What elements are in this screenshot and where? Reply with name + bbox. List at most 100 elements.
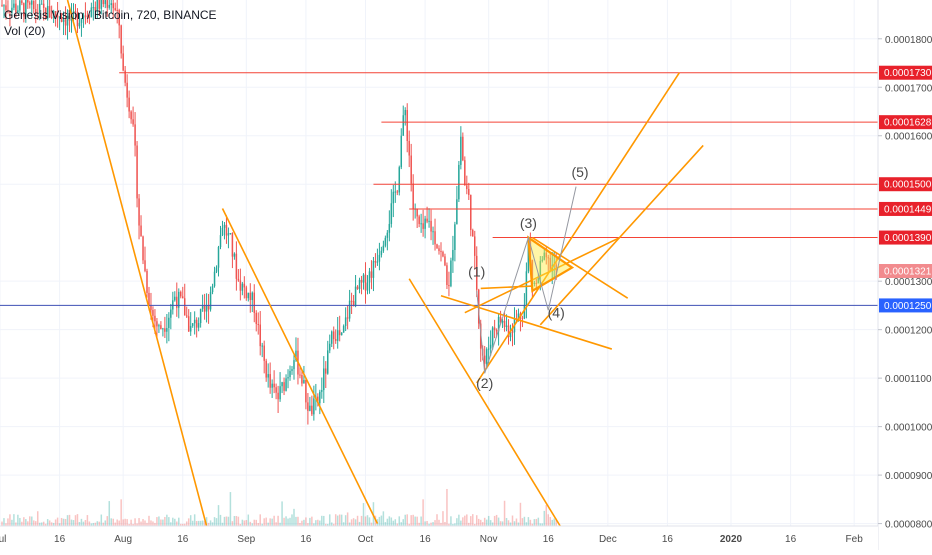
candle-body xyxy=(62,19,65,22)
x-tick-label: 16 xyxy=(543,534,555,545)
elliott-wave-path xyxy=(476,186,577,374)
volume-bar xyxy=(182,523,184,526)
volume-bar xyxy=(27,521,29,526)
candle-body xyxy=(205,305,208,312)
candle-body xyxy=(364,274,367,291)
candle-body xyxy=(497,316,500,332)
time-axis-ticks: Jul 16 Aug 16 Sep 16 Oct 16 Nov 16 Dec 16 2020 16 Feb xyxy=(0,534,863,545)
volume-bar xyxy=(291,514,293,526)
volume-bar xyxy=(269,518,271,526)
volume-bar xyxy=(11,519,13,526)
candle-body xyxy=(311,405,313,415)
candle-body xyxy=(452,249,454,261)
candle-body xyxy=(505,325,508,327)
volume-bar xyxy=(412,514,414,526)
candle-body xyxy=(382,245,385,251)
x-tick-label: Jul xyxy=(0,534,6,545)
volume-bar xyxy=(317,519,319,526)
symbol-title[interactable]: Genesis Vision / Bitcoin, 720, BINANCE xyxy=(4,8,217,22)
candle-body xyxy=(458,164,460,200)
volume-bar xyxy=(404,514,406,526)
volume-bar xyxy=(1,521,3,526)
candle-body xyxy=(523,304,526,319)
volume-bar xyxy=(474,523,476,526)
candle-body xyxy=(555,264,557,271)
volume-bar xyxy=(328,514,331,526)
time-axis[interactable] xyxy=(0,526,878,550)
volume-bar xyxy=(489,520,492,526)
candle-body xyxy=(446,265,448,285)
volume-bar xyxy=(94,522,97,526)
candle-body xyxy=(327,350,329,374)
wave-label: (5) xyxy=(571,164,588,180)
candle-body xyxy=(88,16,91,18)
volume-bar xyxy=(124,518,126,526)
volume-bar xyxy=(501,521,504,526)
volume-bar xyxy=(330,522,333,526)
volume-bar xyxy=(299,522,301,526)
candle-body xyxy=(110,3,112,5)
volume-bar xyxy=(366,515,369,526)
candle-body xyxy=(152,309,154,316)
volume-bar xyxy=(428,523,430,526)
candle-body xyxy=(263,345,265,361)
candle-body xyxy=(178,291,180,308)
candle-body xyxy=(470,194,472,231)
volume-bar xyxy=(477,518,480,526)
volume-bar xyxy=(448,523,450,526)
candle-body xyxy=(334,339,337,341)
candle-body xyxy=(378,254,381,262)
volume-bar xyxy=(352,518,355,526)
volume-bar xyxy=(249,521,252,526)
volume-bar xyxy=(440,522,442,526)
candle-body xyxy=(80,18,83,23)
price-label: 0.0001730 xyxy=(884,68,932,79)
x-tick-label: 16 xyxy=(54,534,66,545)
volume-bar xyxy=(334,514,337,526)
candle-body xyxy=(58,17,61,19)
trendline xyxy=(440,294,613,350)
candle-body xyxy=(146,270,148,293)
volume-bar xyxy=(172,517,174,526)
candle-body xyxy=(239,280,242,291)
candle-body xyxy=(390,203,393,224)
price-label: 0.0001250 xyxy=(884,301,932,312)
trendline xyxy=(221,208,379,524)
volume-bar xyxy=(414,516,416,526)
candle-body xyxy=(46,6,49,19)
candle-body xyxy=(251,292,254,301)
candle-body xyxy=(76,13,79,27)
candle-body xyxy=(229,233,232,235)
price-label: 0.0001390 xyxy=(884,233,932,244)
volume-bar xyxy=(519,502,522,526)
volume-bar xyxy=(221,522,224,526)
candle-body xyxy=(358,279,361,289)
volume-bar xyxy=(340,514,343,526)
candle-body xyxy=(90,7,93,18)
candle-body xyxy=(104,0,107,5)
volume-bar xyxy=(289,517,291,526)
candle-body xyxy=(29,2,31,5)
volume-bar xyxy=(227,516,230,526)
volume-bar xyxy=(162,519,164,526)
candle-body xyxy=(509,331,512,338)
volume-bar xyxy=(319,520,321,526)
candle-body xyxy=(483,355,486,364)
volume-bar xyxy=(336,515,339,526)
candle-body xyxy=(456,199,458,225)
candle-body xyxy=(408,140,410,156)
volume-bar xyxy=(342,522,345,526)
volume-bar xyxy=(301,520,303,526)
volume-bar xyxy=(140,521,142,526)
volume-indicator-label[interactable]: Vol (20) xyxy=(4,24,46,38)
candle-body xyxy=(525,271,528,305)
candle-body xyxy=(499,316,502,323)
x-tick-label: 2020 xyxy=(720,534,743,545)
volume-bar xyxy=(31,516,33,526)
candle-body xyxy=(50,17,53,19)
volume-bar xyxy=(9,514,11,526)
volume-bar xyxy=(442,511,444,526)
volume-bar xyxy=(74,515,77,526)
volume-bar xyxy=(88,521,91,526)
